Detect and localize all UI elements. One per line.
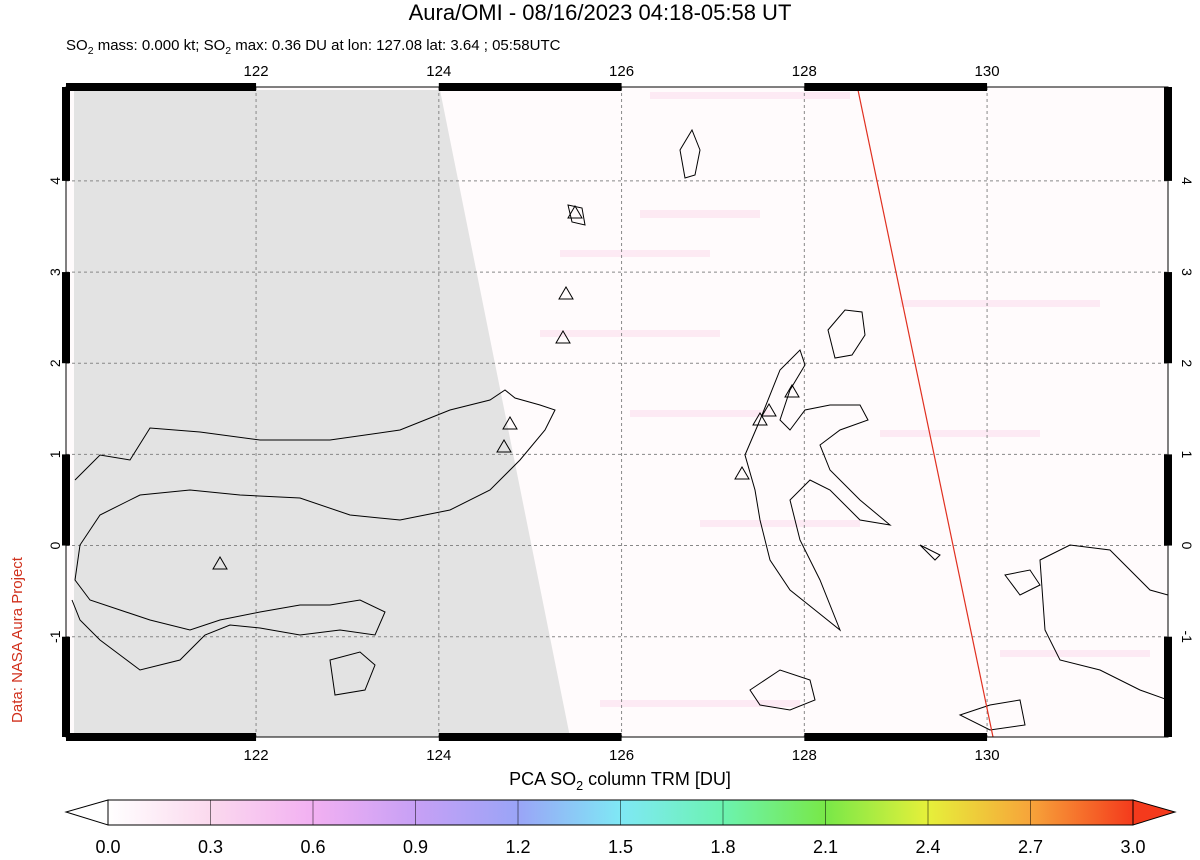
x-tick-label-bottom: 126 bbox=[609, 747, 634, 764]
y-tick-label-left: -1 bbox=[47, 630, 63, 643]
x-tick-label-bottom: 130 bbox=[975, 747, 1000, 764]
colorbar-under-arrow bbox=[64, 799, 109, 826]
colorbar-label: PCA SO2 column TRM [DU] bbox=[509, 769, 731, 793]
frame-tick-bar bbox=[1164, 454, 1172, 546]
frame-tick-bar bbox=[66, 733, 257, 741]
colorbar-tick-label: 1.2 bbox=[505, 837, 530, 855]
credit: Data: NASA Aura Project bbox=[9, 556, 26, 723]
coastlines bbox=[71, 128, 1168, 731]
frame-tick-bar bbox=[1164, 272, 1172, 364]
frame-tick-bar bbox=[804, 733, 988, 741]
colorbar-tick-label: 1.5 bbox=[608, 837, 633, 855]
subtitle-subscript: 2 bbox=[88, 45, 94, 57]
colorbar-tick-label: 0.9 bbox=[403, 837, 428, 855]
frame-tick-bar bbox=[1164, 636, 1172, 737]
y-tick-label-right: -1 bbox=[1179, 630, 1195, 643]
x-tick-label-top: 128 bbox=[792, 63, 817, 80]
colorbar-tick-label: 1.8 bbox=[710, 837, 735, 855]
colorbar-tick-label: 2.7 bbox=[1018, 837, 1043, 855]
x-tick-label-top: 122 bbox=[244, 63, 269, 80]
frame-tick-bar bbox=[62, 636, 70, 737]
x-tick-label-top: 126 bbox=[609, 63, 634, 80]
x-tick-label-bottom: 122 bbox=[244, 747, 269, 764]
frame-tick-bar bbox=[438, 733, 622, 741]
grid bbox=[66, 87, 1168, 737]
volcanoes bbox=[212, 205, 800, 570]
colorbar-label-part: PCA SO bbox=[509, 769, 576, 789]
frame-tick-bar bbox=[62, 454, 70, 546]
orbit-track bbox=[857, 89, 994, 737]
frame-tick-bar bbox=[1164, 87, 1172, 181]
subtitle-part: max: 0.36 DU at lon: 127.08 lat: 3.64 ; … bbox=[231, 37, 561, 54]
frame-tick-bar bbox=[62, 87, 70, 181]
colorbar-tick-label: 0.6 bbox=[300, 837, 325, 855]
colorbar-tick-label: 2.1 bbox=[813, 837, 838, 855]
x-tick-label-bottom: 128 bbox=[792, 747, 817, 764]
colorbar-tick-label: 0.3 bbox=[198, 837, 223, 855]
colorbar-tick-label: 0.0 bbox=[95, 837, 120, 855]
no-data-region bbox=[74, 90, 570, 737]
frame-tick-bar bbox=[62, 272, 70, 364]
y-tick-label-right: 2 bbox=[1179, 359, 1195, 367]
y-tick-label-left: 1 bbox=[47, 450, 63, 458]
y-tick-label-right: 1 bbox=[1179, 450, 1195, 458]
y-tick-label-right: 0 bbox=[1179, 542, 1195, 550]
colorbar-tick-label: 3.0 bbox=[1120, 837, 1145, 855]
frame-tick-bar bbox=[66, 83, 257, 91]
colorbar-over-arrow bbox=[1132, 799, 1177, 826]
y-tick-label-left: 3 bbox=[47, 268, 63, 276]
y-tick-label-right: 4 bbox=[1179, 177, 1195, 185]
x-tick-label-top: 130 bbox=[975, 63, 1000, 80]
y-tick-label-left: 0 bbox=[47, 541, 63, 549]
y-tick-label-right: 3 bbox=[1179, 268, 1195, 276]
subtitle-part: mass: 0.000 kt; SO bbox=[94, 37, 226, 54]
x-tick-label-bottom: 124 bbox=[426, 747, 451, 764]
frame-tick-bar bbox=[804, 83, 988, 91]
x-tick-label-top: 124 bbox=[426, 63, 451, 80]
title: Aura/OMI - 08/16/2023 04:18-05:58 UT bbox=[409, 0, 792, 25]
colorbar-label-part: column TRM [DU] bbox=[583, 769, 731, 789]
colorbar-tick-label: 2.4 bbox=[915, 837, 940, 855]
y-tick-label-left: 4 bbox=[47, 177, 63, 185]
map-area bbox=[66, 87, 1168, 737]
frame-tick-bar bbox=[438, 83, 622, 91]
y-tick-label-left: 2 bbox=[47, 359, 63, 367]
subtitle-part: SO bbox=[66, 37, 88, 54]
subtitle: SO2 mass: 0.000 kt; SO2 max: 0.36 DU at … bbox=[66, 37, 561, 57]
retrieval-stripes bbox=[540, 92, 1150, 707]
subtitle-subscript: 2 bbox=[225, 45, 231, 57]
colorbar-label-subscript: 2 bbox=[576, 779, 583, 793]
